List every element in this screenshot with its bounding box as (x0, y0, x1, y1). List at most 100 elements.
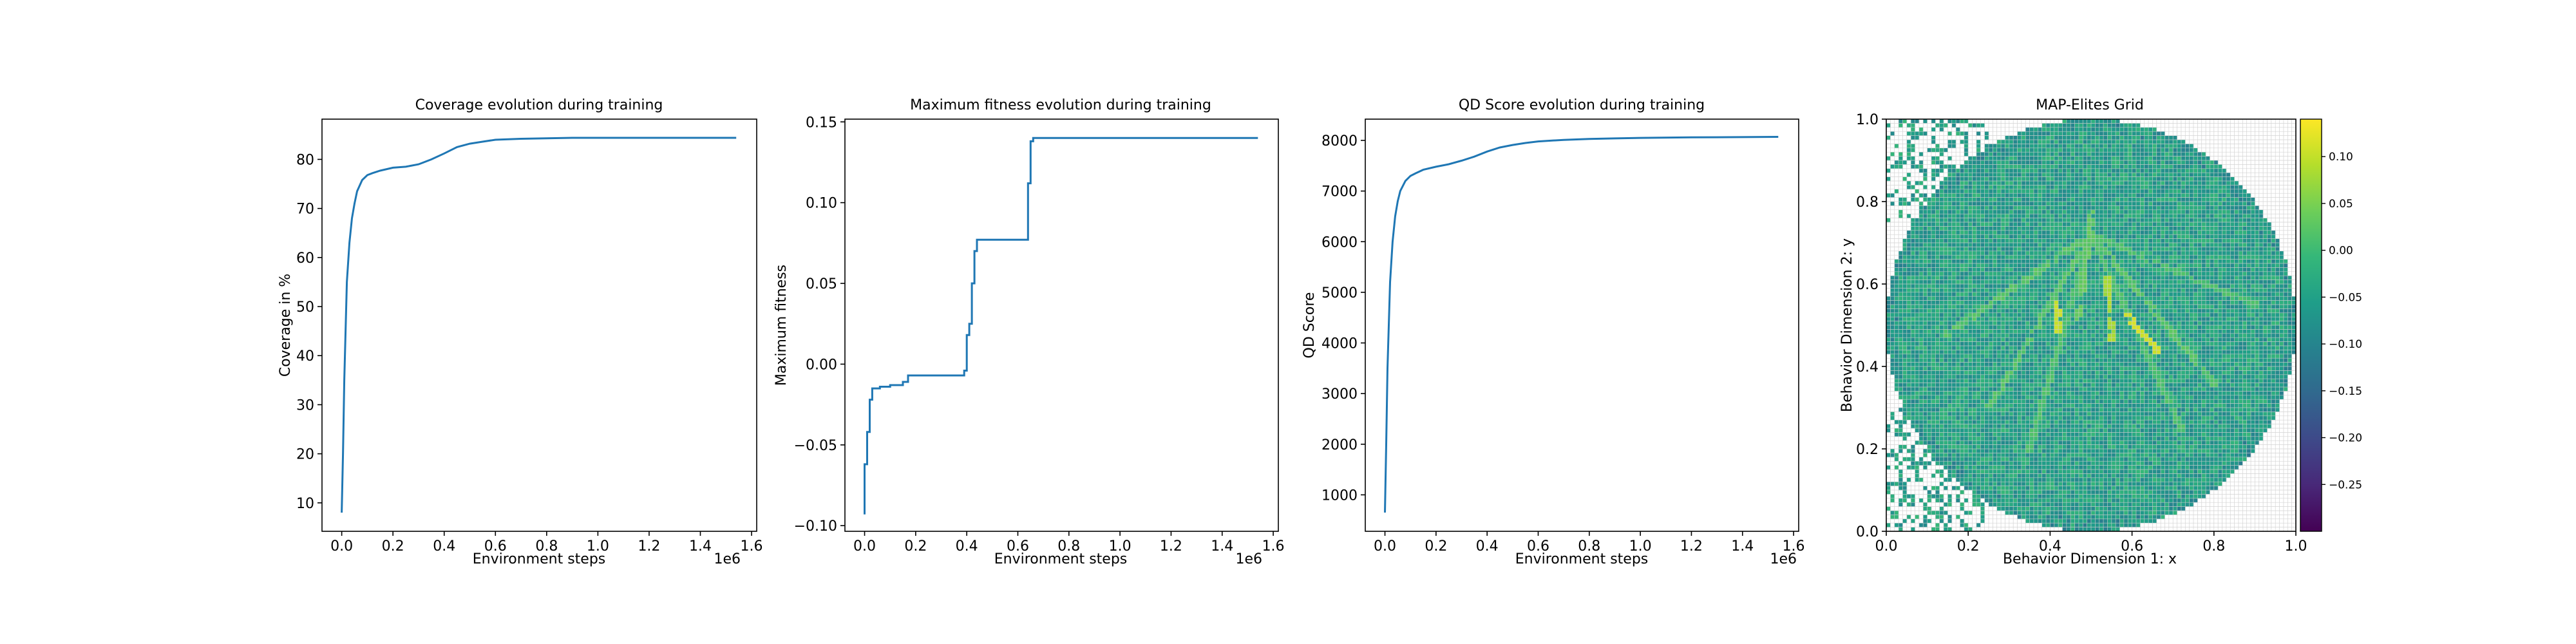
grid-cell (2083, 267, 2087, 272)
grid-cell (2095, 193, 2100, 198)
grid-cell (2001, 276, 2005, 280)
grid-cell (1923, 506, 1927, 511)
grid-cell (1964, 482, 1969, 486)
grid-cell (1993, 436, 1998, 441)
grid-cell (1996, 160, 2002, 165)
grid-cell (1964, 226, 1969, 231)
grid-cell (2058, 482, 2063, 486)
grid-cell (1947, 391, 1953, 396)
grid-cell (1923, 523, 1927, 527)
grid-cell (1906, 465, 1911, 470)
grid-cell (2001, 144, 2005, 149)
grid-cell (1964, 329, 1969, 334)
grid-cell (2095, 189, 2100, 194)
grid-cell (2033, 379, 2038, 383)
y-axis-label: Coverage in % (278, 274, 294, 377)
grid-cell (2013, 234, 2018, 239)
grid-cell (2070, 408, 2075, 412)
grid-cell (2005, 494, 2010, 499)
grid-cell (1935, 453, 1940, 458)
grid-cell (1931, 379, 1936, 383)
grid-cell (2017, 185, 2022, 190)
grid-cell (2009, 498, 2014, 503)
grid-cell (2041, 432, 2047, 437)
grid-cell (2103, 395, 2108, 400)
grid-cell (2062, 312, 2067, 317)
grid-cell (1939, 444, 1944, 450)
grid-cell (1944, 123, 1948, 128)
grid-cell (2046, 176, 2050, 182)
grid-cell (2041, 255, 2047, 260)
grid-cell (2046, 453, 2050, 458)
grid-cell (2083, 486, 2087, 491)
grid-cell (2009, 205, 2014, 211)
grid-cell (1899, 333, 1903, 338)
grid-cell (2091, 395, 2096, 400)
grid-cell (1899, 292, 1903, 297)
grid-cell (2025, 477, 2030, 482)
grid-cell (1996, 469, 2002, 474)
grid-cell (2066, 399, 2071, 404)
grid-cell (1980, 473, 1985, 478)
grid-cell (1899, 350, 1903, 355)
grid-cell (1894, 457, 1899, 462)
grid-cell (2038, 432, 2042, 437)
grid-cell (1935, 222, 1940, 227)
grid-cell (1890, 193, 1895, 198)
grid-cell (2095, 523, 2100, 527)
grid-cell (1972, 428, 1977, 433)
grid-cell (2074, 444, 2079, 450)
grid-cell (2107, 144, 2112, 149)
grid-cell (2009, 457, 2014, 462)
grid-cell (2033, 436, 2038, 441)
grid-cell (1972, 288, 1977, 293)
grid-cell (2070, 144, 2075, 149)
grid-cell (2103, 131, 2108, 136)
grid-cell (1964, 461, 1969, 466)
grid-cell (1960, 399, 1965, 404)
grid-cell (2005, 279, 2010, 285)
grid-cell (2058, 515, 2063, 520)
grid-cell (1944, 337, 1948, 342)
grid-cell (1996, 288, 2002, 293)
grid-cell (2001, 292, 2005, 297)
grid-cell (2021, 214, 2026, 218)
grid-cell (1968, 403, 1973, 408)
grid-cell (2038, 511, 2042, 515)
grid-cell (1931, 350, 1936, 355)
grid-cell (2070, 341, 2075, 346)
grid-cell (2025, 317, 2030, 321)
grid-cell (2074, 202, 2079, 206)
grid-cell (2033, 292, 2038, 297)
grid-cell (1993, 379, 1998, 383)
grid-cell (1918, 127, 1924, 132)
grid-cell (1906, 185, 1911, 190)
grid-cell (1906, 366, 1911, 371)
grid-cell (2095, 424, 2100, 429)
grid-cell (2029, 271, 2034, 276)
grid-cell (1960, 473, 1965, 478)
grid-cell (2087, 395, 2092, 400)
grid-cell (1886, 428, 1891, 433)
grid-cell (2103, 333, 2108, 338)
grid-cell (1996, 440, 2002, 445)
grid-cell (2041, 160, 2047, 165)
grid-cell (1976, 399, 1981, 404)
grid-cell (2033, 469, 2038, 474)
grid-cell (2054, 127, 2059, 132)
grid-cell (1923, 279, 1927, 285)
grid-cell (2046, 173, 2050, 177)
grid-cell (2062, 436, 2067, 441)
grid-cell (2099, 518, 2104, 524)
grid-cell (2005, 197, 2010, 202)
grid-cell (2095, 140, 2100, 144)
grid-cell (2009, 408, 2014, 412)
grid-cell (2103, 449, 2108, 453)
grid-cell (2078, 358, 2083, 363)
grid-cell (2038, 176, 2042, 182)
grid-cell (2021, 408, 2026, 412)
grid-cell (1918, 259, 1924, 264)
grid-cell (2062, 333, 2067, 338)
grid-cell (1918, 440, 1924, 445)
grid-cell (2005, 168, 2010, 173)
